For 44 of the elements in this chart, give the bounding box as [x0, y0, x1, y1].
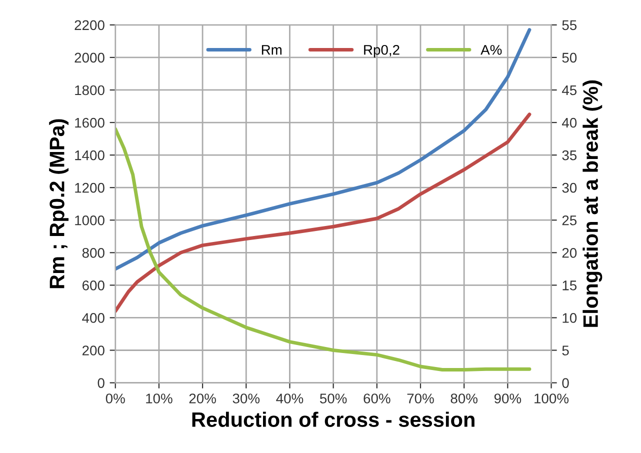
x-tick-label: 90% [494, 394, 522, 404]
x-tick-label: 80% [450, 394, 478, 404]
y2-tick-label: 25 [562, 215, 577, 226]
y-tick-label: 2000 [74, 52, 104, 63]
y-tick-label: 600 [82, 280, 104, 290]
y-tick-label: 0 [98, 378, 104, 388]
y2-tick-label: 10 [562, 313, 577, 323]
y2-tick-label: 30 [562, 182, 577, 193]
y2-tick-label: 35 [562, 150, 577, 160]
y-axis-title: Rm ; Rp0.2 (MPa) [49, 119, 69, 288]
y-tick-label: 1400 [75, 150, 104, 160]
x-tick-label: 30% [232, 394, 260, 404]
x-tick-label: 0% [106, 394, 125, 404]
y2-tick-label: 50 [562, 52, 577, 63]
y-tick-label: 200 [82, 346, 104, 356]
x-tick-label: 20% [189, 394, 216, 404]
line-series [115, 127, 532, 372]
legend-label: A% [480, 45, 502, 55]
x-tick-label: 50% [320, 394, 347, 404]
line-series [115, 112, 532, 313]
y-tick-label: 1000 [75, 215, 104, 226]
x-tick-label: 70% [407, 394, 434, 404]
y2-tick-label: 0 [562, 378, 569, 388]
y2-tick-label: 5 [562, 346, 569, 356]
y-tick-label: 1600 [75, 118, 104, 128]
legend-label: Rp0,2 [364, 44, 400, 58]
x-axis-title: Reduction of cross - session [192, 412, 474, 428]
legend-label: Rm [262, 45, 282, 55]
x-tick-label: 40% [276, 394, 304, 404]
y2-tick-label: 15 [562, 280, 577, 290]
y-tick-label: 800 [82, 248, 104, 258]
y2-tick-label: 40 [562, 118, 577, 128]
x-tick-label: 60% [364, 394, 390, 404]
x-tick-label: 100% [534, 394, 569, 404]
y-tick-label: 1800 [75, 85, 104, 96]
y-tick-label: 1200 [75, 182, 104, 193]
x-tick-label: 10% [146, 394, 172, 404]
y2-tick-label: 55 [562, 20, 577, 30]
y2-axis-title: Elongation at a break (%) [582, 80, 602, 327]
line-series [115, 28, 532, 271]
y2-tick-label: 20 [562, 248, 577, 258]
y-tick-label: 400 [82, 313, 104, 323]
y2-tick-label: 45 [562, 85, 577, 96]
y-tick-label: 2200 [74, 20, 104, 30]
